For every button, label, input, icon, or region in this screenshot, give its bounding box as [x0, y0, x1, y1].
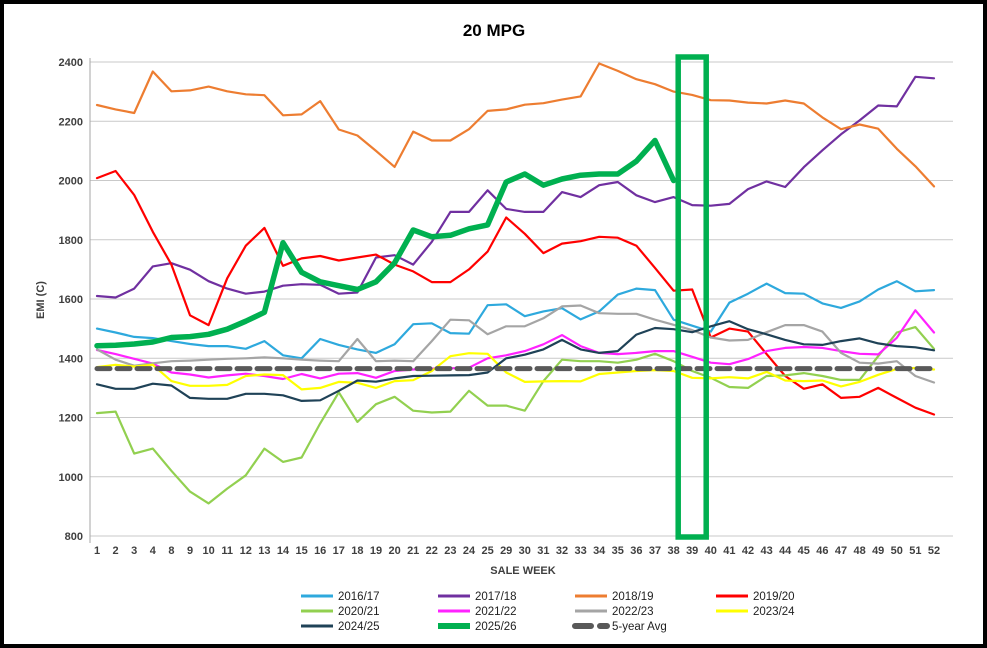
series-2019/20: [95, 169, 936, 416]
legend-item-2023/24: 2023/24: [716, 606, 795, 618]
y-axis-title: EMI (C): [35, 281, 47, 319]
series-2023/24: [95, 352, 936, 391]
x-tick-label: 12: [240, 545, 252, 557]
legend-item-2019/20: 2019/20: [716, 591, 795, 603]
legend-label: 2025/26: [475, 621, 517, 633]
x-tick-label: 20: [388, 545, 400, 557]
legend-label: 2016/17: [338, 591, 380, 603]
legend-item-2025/26: 2025/26: [438, 621, 517, 633]
x-tick-label: 42: [742, 545, 754, 557]
series-2018/19: [95, 62, 936, 188]
x-tick-label: 17: [333, 545, 345, 557]
y-tick-label: 1000: [59, 472, 83, 484]
x-tick-label: 10: [202, 545, 214, 557]
series-lines: [94, 62, 937, 505]
legend-label: 2024/25: [338, 621, 380, 633]
x-tick-label: 43: [760, 545, 772, 557]
x-tick-label: 18: [351, 545, 363, 557]
legend-label: 2020/21: [338, 606, 380, 618]
series-2017/18: [95, 75, 936, 299]
legend-label: 2023/24: [753, 606, 795, 618]
x-axis-title: SALE WEEK: [490, 565, 555, 577]
y-tick-label: 2200: [59, 116, 83, 128]
y-tick-label: 800: [65, 531, 83, 543]
x-tick-label: 4: [150, 545, 157, 557]
x-tick-label: 37: [649, 545, 661, 557]
x-tick-label: 31: [537, 545, 549, 557]
x-tick-label: 32: [556, 545, 568, 557]
x-tick-label: 33: [574, 545, 586, 557]
x-axis-tick-labels: 1 2 3 4 8 9 10 11 12 13 14 15 16 17 18 19 20 21 22 23 24 25 29…: [94, 545, 940, 557]
x-tick-label: 39: [686, 545, 698, 557]
x-tick-label: 51: [909, 545, 921, 557]
x-tick-label: 41: [723, 545, 735, 557]
legend-label: 2017/18: [475, 591, 517, 603]
x-tick-label: 44: [779, 545, 792, 557]
legend-label: 2019/20: [753, 591, 795, 603]
x-tick-label: 48: [853, 545, 865, 557]
x-tick-label: 15: [295, 545, 307, 557]
x-tick-label: 40: [705, 545, 717, 557]
y-axis-tick-labels: 800 1000 1200 1400 1600 1800 2000 2200 2400: [59, 57, 83, 543]
x-tick-label: 9: [187, 545, 193, 557]
y-tick-label: 2400: [59, 57, 83, 69]
x-tick-label: 36: [630, 545, 642, 557]
series-2022/23: [95, 304, 936, 384]
y-tick-label: 1200: [59, 413, 83, 425]
x-tick-label: 16: [314, 545, 326, 557]
series-2020/21: [95, 326, 936, 505]
legend-label: 2022/23: [612, 606, 654, 618]
x-tick-label: 21: [407, 545, 419, 557]
y-tick-label: 1600: [59, 294, 83, 306]
x-tick-label: 1: [94, 545, 100, 557]
x-tick-label: 38: [667, 545, 679, 557]
x-tick-label: 47: [835, 545, 847, 557]
y-tick-label: 2000: [59, 176, 83, 188]
x-tick-label: 30: [519, 545, 531, 557]
x-tick-label: 24: [463, 545, 476, 557]
x-tick-label: 29: [500, 545, 512, 557]
x-tick-label: 50: [891, 545, 903, 557]
week-39-highlight-box: [675, 54, 709, 540]
legend-item-2024/25: 2024/25: [301, 621, 380, 633]
legend-item-2018/19: 2018/19: [575, 591, 654, 603]
x-tick-label: 19: [370, 545, 382, 557]
legend-label: 2021/22: [475, 606, 517, 618]
x-tick-label: 22: [426, 545, 438, 557]
chart-title: 20 MPG: [463, 21, 525, 40]
series-2016/17: [95, 280, 936, 360]
legend-label: 5-year Avg: [612, 621, 667, 633]
x-tick-label: 25: [481, 545, 493, 557]
x-tick-label: 2: [113, 545, 119, 557]
series-2024/25: [95, 320, 936, 402]
x-tick-label: 35: [612, 545, 624, 557]
chart-legend: 2016/17 2017/18 2018/19 2019/20 2020/21 2021/…: [301, 591, 795, 633]
legend-item-2022/23: 2022/23: [575, 606, 654, 618]
x-tick-label: 52: [928, 545, 940, 557]
series-2021/22: [95, 309, 936, 381]
x-tick-label: 49: [872, 545, 884, 557]
legend-item-2021/22: 2021/22: [438, 606, 517, 618]
series-2025/26: [94, 137, 677, 349]
legend-item-5-year Avg: 5-year Avg: [572, 621, 667, 633]
y-tick-label: 1800: [59, 235, 83, 247]
x-tick-label: 23: [444, 545, 456, 557]
x-tick-label: 8: [168, 545, 174, 557]
legend-item-2017/18: 2017/18: [438, 591, 517, 603]
x-tick-label: 13: [258, 545, 270, 557]
legend-label: 2018/19: [612, 591, 654, 603]
line-chart: 20 MPG 800100012001400160018002000220024…: [35, 21, 953, 633]
x-tick-label: 3: [131, 545, 137, 557]
x-tick-label: 45: [798, 545, 810, 557]
x-tick-label: 34: [593, 545, 606, 557]
legend-item-2020/21: 2020/21: [301, 606, 380, 618]
x-tick-label: 46: [816, 545, 828, 557]
x-tick-label: 14: [277, 545, 290, 557]
x-tick-label: 11: [221, 545, 233, 557]
legend-item-2016/17: 2016/17: [301, 591, 380, 603]
y-tick-label: 1400: [59, 353, 83, 365]
